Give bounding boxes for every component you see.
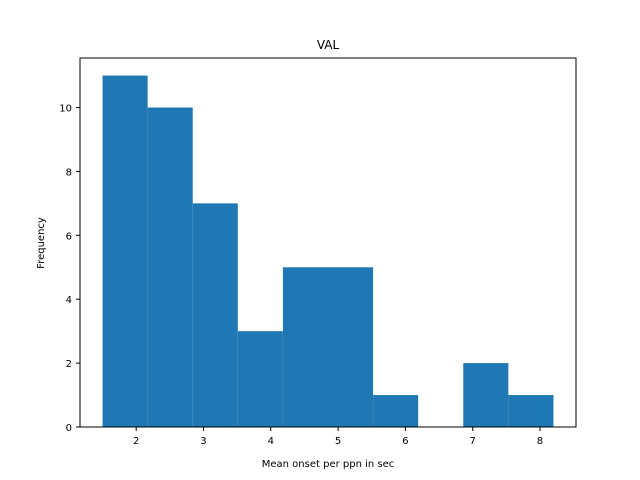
- x-axis-label: Mean onset per ppn in sec: [262, 459, 395, 470]
- y-tick-label: 8: [66, 167, 72, 178]
- x-axis-ticks: 2 3 4 5 6 7 8: [133, 427, 543, 447]
- histogram-bar-10: [508, 395, 554, 427]
- histogram-bar-9: [463, 363, 509, 427]
- x-tick-label: 5: [335, 436, 341, 447]
- y-tick-label: 10: [59, 104, 72, 115]
- bars-group: [102, 75, 554, 428]
- y-tick-label: 6: [66, 231, 72, 242]
- x-tick-label: 2: [133, 436, 139, 447]
- x-tick-label: 4: [268, 436, 274, 447]
- histogram-bar-7: [373, 395, 419, 427]
- histogram-bar-6: [328, 267, 374, 427]
- x-tick-label: 6: [402, 436, 408, 447]
- y-tick-label: 0: [66, 423, 72, 434]
- histogram-bar-1: [102, 75, 148, 428]
- histogram-bar-5: [282, 267, 328, 427]
- histogram-bar-3: [192, 203, 238, 427]
- x-tick-label: 8: [537, 436, 543, 447]
- chart-title: VAL: [317, 38, 340, 52]
- x-tick-label: 3: [200, 436, 206, 447]
- y-tick-label: 4: [66, 295, 72, 306]
- y-tick-label: 2: [66, 359, 72, 370]
- histogram-bar-2: [147, 107, 193, 428]
- plot-frame: [79, 57, 577, 428]
- histogram-bar-4: [237, 331, 283, 427]
- y-axis-ticks: 0 2 4 6 8 10: [59, 104, 80, 434]
- y-axis-label: Frequency: [36, 217, 47, 269]
- x-tick-label: 7: [470, 436, 476, 447]
